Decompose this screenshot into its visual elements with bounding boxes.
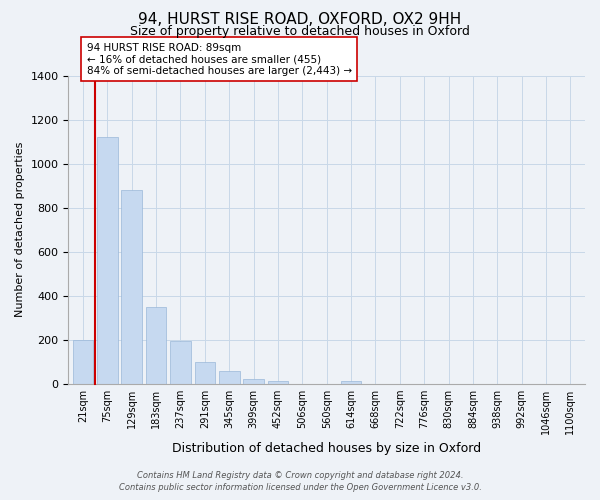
Text: Size of property relative to detached houses in Oxford: Size of property relative to detached ho… [130,25,470,38]
Bar [97,138,118,384]
X-axis label: Distribution of detached houses by size in Oxford: Distribution of detached houses by size … [172,442,481,455]
Bar [243,379,264,384]
Bar [194,362,215,384]
Bar [268,382,289,384]
Text: 94 HURST RISE ROAD: 89sqm
← 16% of detached houses are smaller (455)
84% of semi: 94 HURST RISE ROAD: 89sqm ← 16% of detac… [86,42,352,76]
Bar [146,306,166,384]
Bar [170,340,191,384]
Bar [341,382,361,384]
Bar [219,372,239,384]
Text: 94, HURST RISE ROAD, OXFORD, OX2 9HH: 94, HURST RISE ROAD, OXFORD, OX2 9HH [139,12,461,28]
Text: Contains HM Land Registry data © Crown copyright and database right 2024.
Contai: Contains HM Land Registry data © Crown c… [119,471,481,492]
Bar [73,340,94,384]
Y-axis label: Number of detached properties: Number of detached properties [15,142,25,318]
Bar [121,190,142,384]
